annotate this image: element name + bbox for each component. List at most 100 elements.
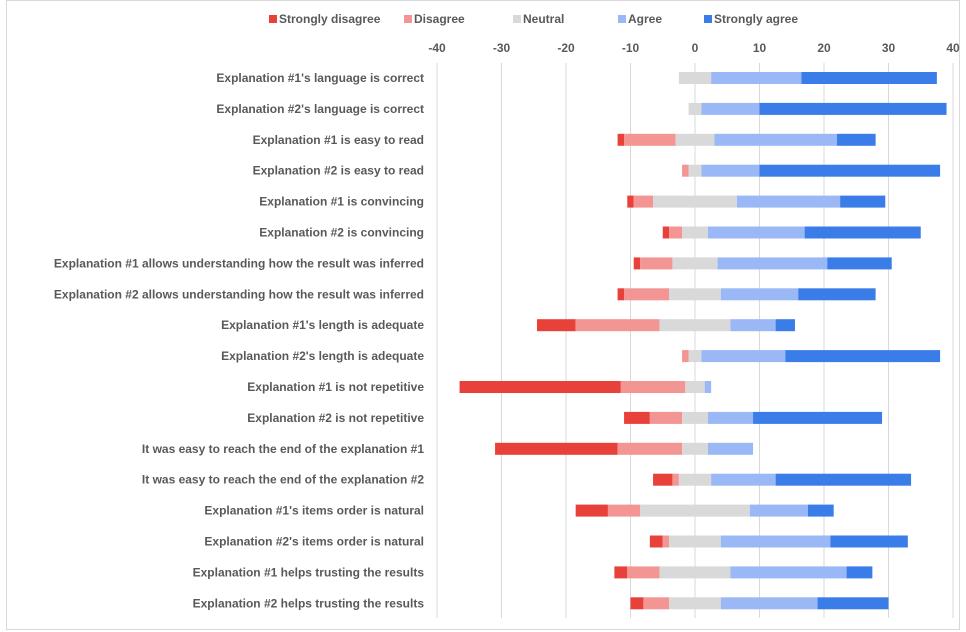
bar-disagree	[633, 195, 654, 208]
bar-neutral	[669, 597, 721, 610]
bar-neutral	[678, 473, 712, 486]
bar-neutral	[688, 164, 702, 177]
bar-strongly-agree	[804, 226, 921, 239]
bar-agree	[711, 72, 802, 84]
bar-neutral	[672, 257, 718, 270]
category-label: Explanation #2 is not repetitive	[247, 411, 424, 425]
bar-agree	[749, 504, 808, 517]
bar-disagree	[627, 566, 660, 579]
category-label: It was easy to reach the end of the expl…	[142, 442, 424, 456]
category-label: Explanation #1's items order is natural	[204, 504, 424, 518]
bar-strongly-agree	[759, 102, 947, 115]
bar-strongly-disagree	[575, 504, 608, 517]
bar-disagree	[669, 226, 683, 239]
category-label: Explanation #1 is easy to read	[253, 133, 424, 147]
bar-agree	[701, 350, 786, 363]
x-tick-label: 40	[946, 41, 960, 55]
bar-strongly-disagree	[617, 288, 625, 301]
bar-strongly-agree	[798, 288, 876, 301]
chart-frame	[6, 0, 960, 630]
x-tick-label: -20	[557, 41, 575, 55]
bar-disagree	[620, 381, 686, 393]
bar-neutral	[688, 102, 702, 115]
bar-agree	[701, 164, 760, 177]
bar-neutral	[640, 504, 750, 517]
bar-disagree	[624, 133, 676, 146]
legend-label: Disagree	[414, 12, 465, 26]
x-tick-label: 20	[817, 41, 831, 55]
category-label: Explanation #2's language is correct	[216, 102, 424, 116]
x-tick-label: 0	[692, 41, 699, 55]
legend-label: Agree	[628, 12, 662, 26]
bar-agree	[701, 102, 760, 115]
bar-neutral	[675, 133, 715, 146]
category-label: Explanation #2's length is adequate	[221, 349, 424, 363]
category-label: Explanation #2 is easy to read	[253, 164, 424, 178]
bar-strongly-agree	[753, 411, 883, 424]
legend-label: Strongly disagree	[279, 12, 381, 26]
category-label: Explanation #2 allows understanding how …	[54, 287, 424, 301]
bar-agree	[720, 535, 831, 548]
bar-disagree	[617, 442, 683, 455]
bar-agree	[711, 473, 776, 486]
bar-agree	[714, 133, 837, 146]
bar-strongly-agree	[836, 133, 876, 146]
bar-neutral	[678, 72, 712, 84]
legend-swatch	[704, 15, 712, 23]
bar-agree	[720, 288, 799, 301]
bar-neutral	[669, 288, 721, 301]
bar-neutral	[669, 535, 721, 548]
category-label: Explanation #1 is convincing	[259, 195, 424, 209]
legend: Strongly disagree Disagree Neutral Agree Str…	[269, 12, 798, 26]
bar-disagree	[575, 319, 660, 332]
bar-strongly-agree	[801, 72, 937, 84]
bar-strongly-disagree	[662, 226, 670, 239]
legend-swatch	[513, 15, 521, 23]
bar-disagree	[672, 473, 679, 486]
legend-swatch	[404, 15, 412, 23]
legend-swatch	[618, 15, 626, 23]
bar-disagree	[682, 350, 689, 363]
bar-disagree	[643, 597, 670, 610]
x-tick-label: -30	[493, 41, 511, 55]
bar-disagree	[682, 164, 689, 177]
category-label: It was easy to reach the end of the expl…	[142, 473, 424, 487]
bar-strongly-disagree	[459, 381, 621, 393]
category-label: Explanation #1 is not repetitive	[247, 380, 424, 394]
bar-neutral	[659, 566, 731, 579]
bar-agree	[736, 195, 841, 208]
bar-agree	[730, 566, 847, 579]
bar-strongly-disagree	[627, 195, 634, 208]
bar-neutral	[685, 381, 705, 393]
bar-strongly-disagree	[653, 473, 673, 486]
bar-disagree	[640, 257, 673, 270]
x-tick-label: -10	[622, 41, 640, 55]
bar-strongly-disagree	[617, 133, 625, 146]
legend-label: Neutral	[523, 12, 564, 26]
bar-neutral	[659, 319, 731, 332]
category-label: Explanation #2 is convincing	[259, 226, 424, 240]
x-tick-label: -40	[428, 41, 446, 55]
category-label: Explanation #1 helps trusting the result…	[193, 565, 425, 579]
bar-strongly-disagree	[649, 535, 663, 548]
bar-strongly-disagree	[633, 257, 641, 270]
bar-strongly-disagree	[624, 411, 650, 424]
bar-neutral	[653, 195, 737, 208]
bar-disagree	[607, 504, 641, 517]
bar-strongly-disagree	[614, 566, 628, 579]
x-tick-label: 10	[753, 41, 767, 55]
plot-area	[459, 72, 947, 610]
x-tick-label: 30	[882, 41, 896, 55]
bar-strongly-disagree	[495, 442, 618, 455]
bar-strongly-agree	[817, 597, 889, 610]
bar-disagree	[624, 288, 670, 301]
x-axis: -40 -30 -20 -10 0 10 20 30 40	[428, 41, 960, 55]
category-label: Explanation #1 allows understanding how …	[54, 256, 424, 270]
bar-strongly-agree	[775, 473, 912, 486]
bar-strongly-disagree	[536, 319, 576, 332]
bar-agree	[720, 597, 818, 610]
bar-agree	[730, 319, 776, 332]
bar-agree	[707, 411, 754, 424]
category-label: Explanation #2 helps trusting the result…	[193, 596, 425, 610]
